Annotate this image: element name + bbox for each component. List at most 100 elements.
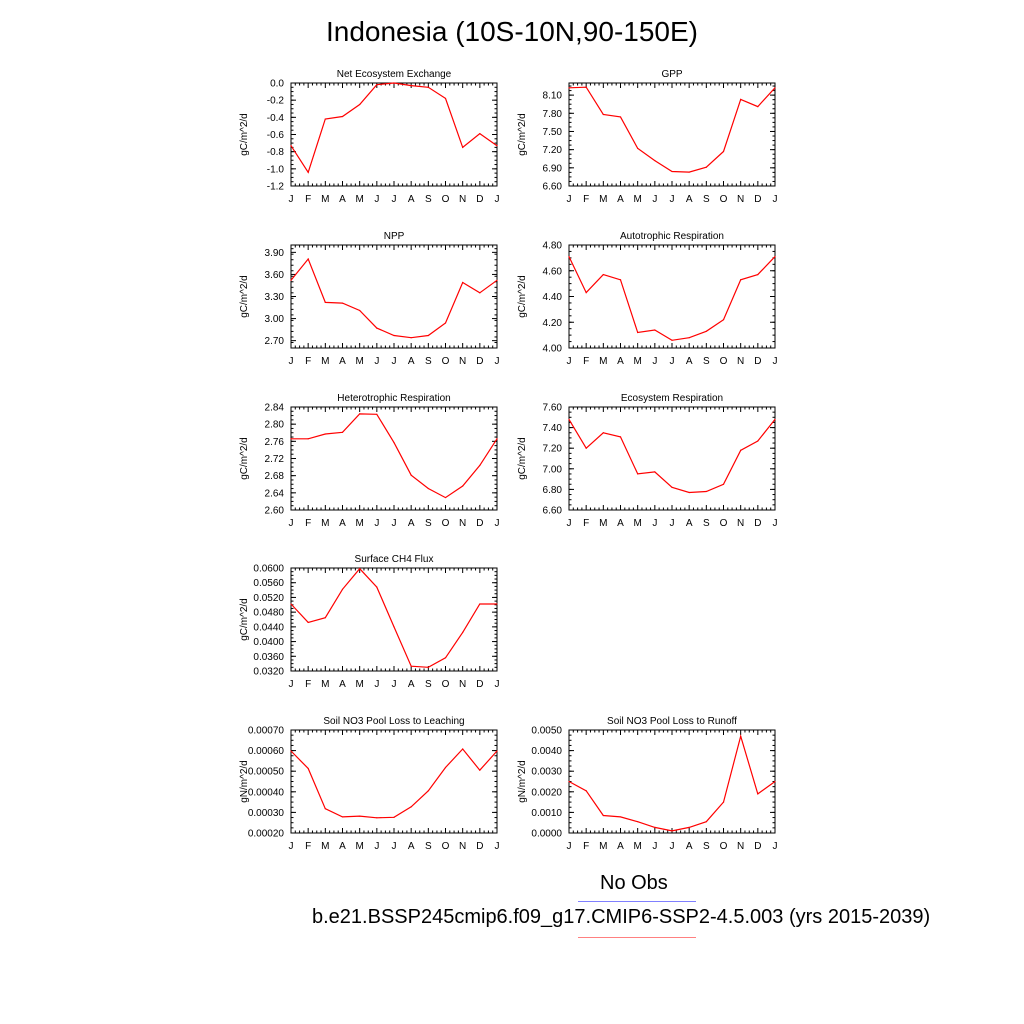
- data-point: [568, 87, 570, 89]
- legend-case-label: b.e21.BSSP245cmip6.f09_g17.CMIP6-SSP2-4.…: [312, 906, 931, 928]
- x-tick-label: J: [773, 194, 778, 205]
- data-point: [585, 790, 587, 792]
- x-tick-label: S: [425, 356, 432, 367]
- y-tick-label: -0.2: [267, 96, 285, 107]
- x-tick-label: J: [495, 841, 500, 852]
- data-point: [479, 464, 481, 466]
- data-point: [496, 438, 498, 440]
- data-point: [410, 84, 412, 87]
- data-point: [740, 279, 742, 281]
- x-tick-label: A: [617, 194, 624, 205]
- data-point: [496, 603, 498, 605]
- x-tick-label: A: [408, 841, 415, 852]
- x-tick-label: O: [720, 518, 728, 529]
- data-point: [427, 790, 429, 792]
- data-point: [462, 631, 464, 633]
- data-point: [324, 433, 326, 435]
- data-point: [688, 171, 690, 173]
- data-point: [479, 603, 481, 605]
- x-tick-label: J: [495, 518, 500, 529]
- data-point: [602, 814, 604, 817]
- data-point: [479, 292, 481, 294]
- x-tick-label: J: [652, 841, 657, 852]
- plot-frame: [568, 729, 776, 834]
- data-point: [427, 86, 429, 88]
- data-point: [740, 98, 742, 100]
- data-point: [290, 145, 292, 147]
- x-tick-label: F: [305, 518, 311, 529]
- x-tick-label: N: [737, 194, 744, 205]
- plot-frame: [568, 82, 776, 187]
- x-tick-label: J: [374, 356, 379, 367]
- x-tick-label: M: [355, 356, 363, 367]
- data-point: [393, 626, 395, 628]
- y-tick-label: 0.0050: [531, 726, 562, 737]
- y-axis-label: gC/m^2/d: [239, 275, 250, 318]
- data-point: [410, 474, 412, 476]
- series-line: [290, 82, 498, 174]
- data-point: [324, 617, 326, 619]
- x-tick-label: A: [339, 194, 346, 205]
- y-tick-label: -0.6: [267, 130, 285, 141]
- data-point: [341, 302, 344, 304]
- x-tick-label: M: [599, 841, 607, 852]
- data-point: [740, 735, 742, 737]
- data-point: [757, 274, 759, 276]
- data-point: [654, 471, 656, 473]
- y-tick-label: 0.00070: [248, 726, 285, 737]
- x-tick-label: J: [392, 518, 397, 529]
- data-point: [290, 603, 292, 605]
- data-point: [637, 331, 639, 334]
- y-tick-label: 0.0030: [531, 767, 562, 778]
- x-tick-label: J: [670, 194, 675, 205]
- data-point: [359, 413, 361, 415]
- x-tick-label: O: [442, 679, 450, 690]
- x-tick-label: F: [583, 841, 589, 852]
- x-tick-label: N: [459, 518, 466, 529]
- data-point: [410, 665, 412, 667]
- x-tick-label: J: [773, 518, 778, 529]
- data-point: [307, 171, 309, 173]
- data-point: [479, 769, 481, 771]
- data-point: [393, 442, 395, 444]
- plot-frame: [568, 244, 776, 349]
- data-point: [307, 767, 309, 770]
- data-point: [602, 274, 604, 276]
- y-tick-label: 3.30: [265, 292, 285, 303]
- x-tick-label: A: [686, 841, 693, 852]
- data-point: [341, 115, 344, 118]
- y-tick-label: 0.0600: [253, 564, 284, 575]
- x-tick-label: S: [703, 356, 710, 367]
- data-point: [671, 830, 673, 832]
- data-point: [290, 279, 292, 281]
- y-tick-label: 0.0400: [253, 637, 284, 648]
- data-point: [444, 766, 447, 769]
- y-tick-label: 0.0010: [531, 808, 562, 819]
- data-point: [722, 150, 725, 153]
- data-point: [427, 334, 429, 337]
- x-tick-label: S: [703, 841, 710, 852]
- x-tick-label: F: [583, 194, 589, 205]
- figure-title: Indonesia (10S-10N,90-150E): [325, 16, 698, 47]
- data-point: [722, 483, 725, 485]
- legend-obs-line: [578, 901, 696, 902]
- plot-frame: [568, 406, 776, 511]
- x-tick-label: M: [599, 518, 607, 529]
- x-tick-label: S: [425, 518, 432, 529]
- x-tick-label: D: [476, 679, 483, 690]
- y-tick-label: 4.80: [543, 241, 563, 252]
- x-tick-label: N: [459, 679, 466, 690]
- data-point: [637, 821, 639, 823]
- x-tick-label: M: [633, 841, 641, 852]
- x-tick-label: N: [459, 841, 466, 852]
- y-tick-label: 4.60: [543, 266, 563, 277]
- y-tick-label: 2.64: [265, 488, 285, 499]
- x-tick-label: S: [703, 518, 710, 529]
- y-tick-label: 7.40: [543, 423, 563, 434]
- data-point: [619, 116, 622, 118]
- x-tick-label: J: [392, 194, 397, 205]
- data-point: [324, 808, 326, 810]
- data-point: [602, 113, 604, 116]
- y-tick-label: 0.0360: [253, 652, 284, 663]
- x-tick-label: O: [442, 356, 450, 367]
